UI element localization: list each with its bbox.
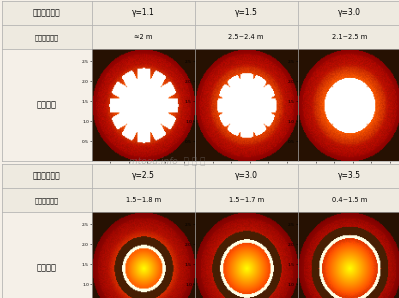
Text: 0.4~1.5 m: 0.4~1.5 m: [332, 197, 367, 203]
Text: 1.5~1.8 m: 1.5~1.8 m: [126, 197, 161, 203]
Text: 火焰区域大小: 火焰区域大小: [35, 34, 59, 41]
Text: 空气过量系数: 空气过量系数: [33, 8, 61, 17]
Text: 火焰照片: 火焰照片: [37, 101, 57, 110]
Text: ≈2 m: ≈2 m: [134, 34, 152, 40]
Text: m: m: [300, 182, 304, 186]
Text: 2.1~2.5 m: 2.1~2.5 m: [332, 34, 367, 40]
Text: γ=2.5: γ=2.5: [132, 171, 155, 180]
Text: γ=1.1: γ=1.1: [132, 8, 155, 17]
Text: m: m: [197, 182, 201, 186]
Text: 火焰区域大小: 火焰区域大小: [35, 197, 59, 204]
Text: 空气过量系数: 空气过量系数: [33, 171, 61, 180]
Text: γ=3.0: γ=3.0: [338, 8, 361, 17]
Text: 1.5~1.7 m: 1.5~1.7 m: [229, 197, 264, 203]
Text: γ=1.5: γ=1.5: [235, 8, 258, 17]
Text: mtoou.info  传 例 刊: mtoou.info 传 例 刊: [129, 156, 206, 165]
Text: γ=3.0: γ=3.0: [235, 171, 258, 180]
Text: 火焰照片: 火焰照片: [37, 264, 57, 273]
Text: 2.5~2.4 m: 2.5~2.4 m: [229, 34, 264, 40]
Text: γ=3.5: γ=3.5: [338, 171, 361, 180]
